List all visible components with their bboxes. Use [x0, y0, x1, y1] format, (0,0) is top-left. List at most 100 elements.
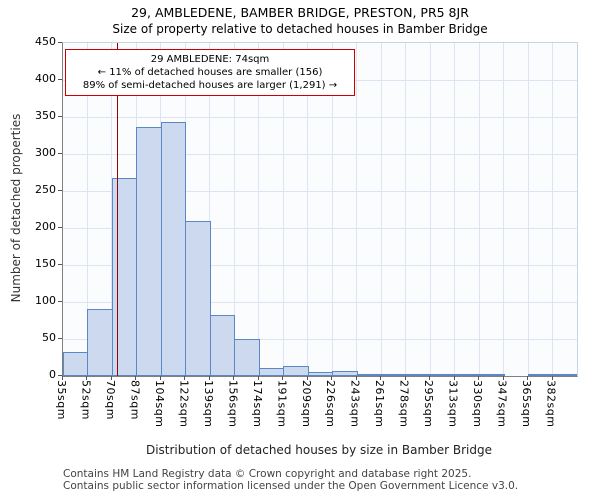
histogram-bar: [307, 372, 334, 376]
x-tick-label: 87sqm: [128, 380, 142, 420]
x-tick-label: 174sqm: [250, 380, 264, 428]
x-tick-label: 156sqm: [226, 380, 240, 428]
x-tick-mark: [355, 376, 357, 380]
annotation-line-3: 89% of semi-detached houses are larger (…: [82, 80, 338, 91]
x-tick-label: 209sqm: [299, 380, 313, 428]
histogram-bar: [479, 374, 505, 376]
gridline-horizontal: [63, 116, 577, 118]
x-tick-mark: [502, 376, 504, 380]
x-tick-label: 52sqm: [79, 380, 93, 420]
x-tick-label: 261sqm: [373, 380, 387, 428]
x-tick-label: 104sqm: [152, 380, 166, 428]
gridline-vertical: [380, 43, 382, 376]
gridline-vertical: [429, 43, 431, 376]
gridline-vertical: [478, 43, 480, 376]
x-tick-mark: [86, 376, 88, 380]
histogram-bar: [234, 339, 260, 376]
y-tick-mark: [58, 116, 62, 117]
gridline-vertical: [307, 43, 309, 376]
histogram-bar: [87, 309, 113, 376]
x-tick-mark: [404, 376, 406, 380]
x-tick-mark: [282, 376, 284, 380]
gridline-vertical: [258, 43, 260, 376]
x-tick-mark: [257, 376, 259, 380]
x-tick-label: 347sqm: [495, 380, 509, 428]
histogram-bar: [160, 122, 187, 376]
histogram-bar: [332, 371, 358, 376]
histogram-bar: [258, 368, 285, 376]
y-tick-mark: [58, 301, 62, 302]
property-marker-line: [117, 43, 119, 376]
x-tick-mark: [62, 376, 63, 380]
y-tick-mark: [58, 264, 62, 265]
y-tick-label: 450: [35, 35, 56, 48]
y-axis-label: Number of detached properties: [9, 113, 23, 303]
x-tick-mark: [306, 376, 308, 380]
histogram-bar: [63, 352, 89, 376]
y-tick-mark: [58, 375, 62, 376]
gridline-vertical: [552, 43, 554, 376]
x-tick-mark: [331, 376, 333, 380]
x-tick-label: 139sqm: [201, 380, 215, 428]
y-tick-mark: [58, 42, 62, 43]
histogram-bar: [185, 221, 211, 376]
gridline-horizontal: [63, 190, 577, 192]
histogram-bar: [405, 374, 432, 376]
histogram-bar: [381, 374, 407, 376]
y-tick-label: 250: [35, 183, 56, 196]
histogram-bar: [283, 366, 309, 376]
gridline-vertical: [233, 43, 235, 376]
gridline-vertical: [356, 43, 358, 376]
x-tick-mark: [551, 376, 553, 380]
y-tick-label: 200: [35, 220, 56, 233]
histogram-bar: [552, 374, 577, 376]
gridline-vertical: [86, 43, 88, 376]
gridline-vertical: [503, 43, 505, 376]
x-tick-mark: [184, 376, 186, 380]
chart-subtitle: Size of property relative to detached ho…: [112, 22, 488, 36]
x-tick-label: 278sqm: [397, 380, 411, 428]
y-tick-mark: [58, 153, 62, 154]
y-tick-label: 0: [49, 368, 56, 381]
x-tick-mark: [110, 376, 112, 380]
gridline-horizontal: [63, 153, 577, 155]
x-tick-mark: [453, 376, 455, 380]
x-tick-mark: [429, 376, 431, 380]
footer-attribution-1: Contains HM Land Registry data © Crown c…: [63, 468, 472, 480]
x-tick-label: 226sqm: [324, 380, 338, 428]
y-tick-label: 300: [35, 146, 56, 159]
histogram-bar: [430, 374, 456, 376]
y-tick-mark: [58, 227, 62, 228]
x-tick-label: 382sqm: [544, 380, 558, 428]
annotation-box: 29 AMBLEDENE: 74sqm ← 11% of detached ho…: [65, 49, 355, 96]
x-tick-mark: [135, 376, 137, 380]
y-tick-label: 50: [42, 331, 56, 344]
gridline-horizontal: [63, 227, 577, 229]
x-tick-label: 313sqm: [446, 380, 460, 428]
gridline-horizontal: [63, 264, 577, 266]
chart-title: 29, AMBLEDENE, BAMBER BRIDGE, PRESTON, P…: [131, 5, 469, 20]
gridline-vertical: [209, 43, 211, 376]
annotation-line-2: ← 11% of detached houses are smaller (15…: [97, 67, 323, 78]
x-tick-label: 35sqm: [55, 380, 68, 420]
x-tick-label: 330sqm: [471, 380, 485, 428]
x-tick-mark: [527, 376, 529, 380]
x-tick-label: 295sqm: [422, 380, 436, 428]
gridline-horizontal: [63, 338, 577, 340]
x-tick-label: 191sqm: [275, 380, 289, 428]
gridline-vertical: [454, 43, 456, 376]
histogram-bar: [528, 374, 554, 376]
y-tick-label: 350: [35, 109, 56, 122]
histogram-bar: [111, 178, 138, 376]
x-tick-mark: [380, 376, 382, 380]
gridline-vertical: [331, 43, 333, 376]
x-tick-mark: [159, 376, 161, 380]
histogram-bar: [209, 315, 236, 376]
y-tick-mark: [58, 338, 62, 339]
histogram-bar: [356, 374, 383, 376]
gridline-horizontal: [63, 301, 577, 303]
histogram-bar: [136, 127, 162, 376]
x-axis-label: Distribution of detached houses by size …: [145, 443, 493, 457]
y-tick-label: 100: [35, 294, 56, 307]
